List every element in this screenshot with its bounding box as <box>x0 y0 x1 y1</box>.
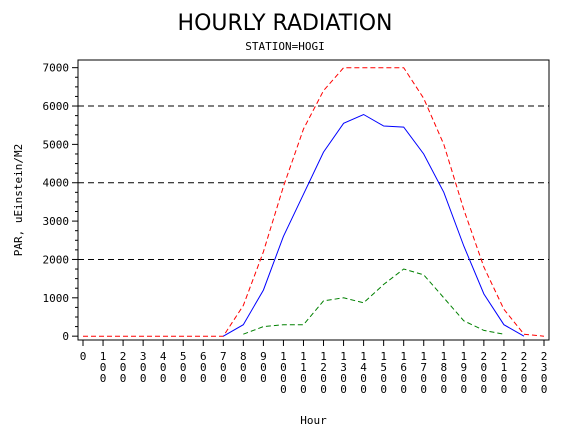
y-tick-label: 3000 <box>43 215 70 228</box>
series-line-3 <box>243 268 504 335</box>
y-tick-label: 1000 <box>43 292 70 305</box>
y-tick-label: 5000 <box>43 138 70 151</box>
y-tick-label: 0 <box>62 330 69 343</box>
x-axis-label: Hour <box>300 414 327 427</box>
y-tick-label: 4000 <box>43 177 70 190</box>
plot-frame <box>77 59 550 341</box>
series-line-2 <box>223 113 525 337</box>
y-tick-label: 7000 <box>43 62 70 75</box>
x-tick-label: 0 <box>80 350 87 363</box>
chart-title: HOURLY RADIATION <box>178 11 393 36</box>
chart-subtitle: STATION=HOGI <box>245 40 324 53</box>
y-axis: 0 1000 2000 3000 4000 5000 6000 7000 <box>43 62 78 343</box>
y-axis-label: PAR, uEinstein/M2 <box>12 144 25 257</box>
y-tick-label: 6000 <box>43 100 70 113</box>
series-line-1 <box>83 67 545 337</box>
y-tick-label: 2000 <box>43 253 70 266</box>
x-axis: 0 1 0 0 2 0 0 3 0 0 4 0 0 5 0 0 6 0 0 7 0 0 8 0 0 9 0 0 1 0 0 0 1 1 0 0 1 2 0 0… <box>80 340 548 396</box>
series-group <box>83 67 545 337</box>
reference-lines <box>78 105 549 260</box>
